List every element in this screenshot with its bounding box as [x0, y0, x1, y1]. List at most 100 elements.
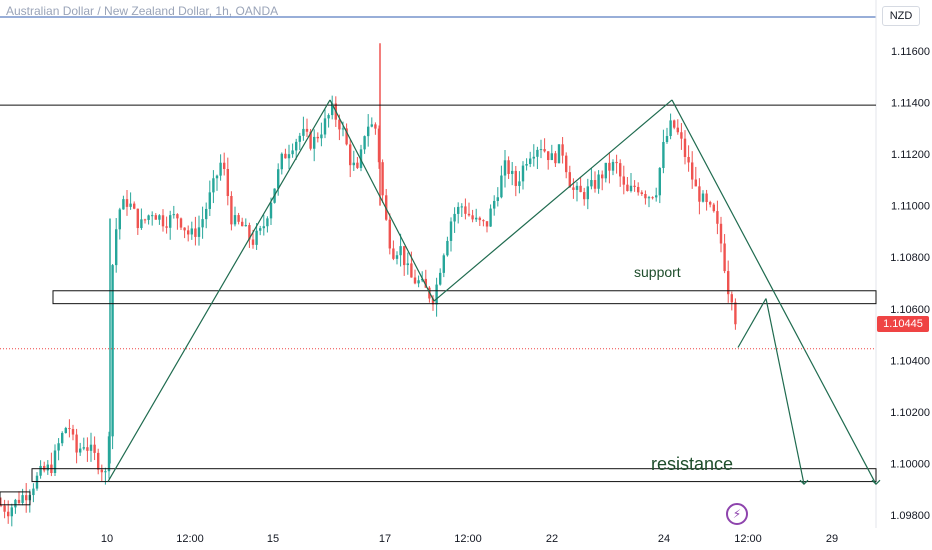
candle-body: [604, 162, 607, 179]
candle-body: [7, 511, 10, 517]
candle-body: [482, 220, 485, 222]
candle-body: [597, 174, 600, 189]
lightning-icon[interactable]: ⚡: [726, 503, 748, 525]
candle-body: [241, 221, 244, 227]
candle-body: [287, 154, 291, 159]
candle-body: [536, 149, 539, 157]
candle-body: [248, 225, 251, 240]
candle-body: [86, 447, 89, 451]
candle-body: [64, 428, 67, 433]
candle-body: [586, 186, 589, 200]
candle-body: [410, 263, 413, 278]
candle-body: [147, 215, 150, 220]
candle-body: [615, 161, 618, 164]
candle-body: [514, 170, 517, 186]
candle-body: [82, 447, 85, 449]
price-tick-label: 1.09800: [890, 510, 930, 522]
candle-body: [133, 203, 136, 209]
price-tick-label: 1.11600: [891, 46, 930, 58]
candle-body: [507, 160, 510, 174]
candle-body: [431, 298, 435, 305]
price-axis[interactable]: 1.11600 1.11400 1.11200 1.11000 1.10800 1.106…: [890, 46, 930, 522]
candle-body: [691, 162, 694, 180]
time-axis[interactable]: 10 12:00 15 17 12:00 22 24 12:00 29: [101, 533, 838, 545]
candle-body: [309, 131, 312, 149]
candle-body: [622, 176, 625, 185]
candle-body: [611, 161, 615, 171]
candle-body: [352, 162, 355, 166]
time-tick-label: 12:00: [734, 533, 762, 545]
candle-body: [255, 230, 258, 245]
time-tick-label: 24: [658, 533, 670, 545]
candle-body: [154, 215, 157, 220]
candle-body: [140, 219, 143, 229]
candle-body: [673, 120, 676, 128]
candle-body: [662, 141, 665, 168]
candle-body: [17, 499, 21, 503]
candle-body: [500, 175, 503, 198]
price-tick-label: 1.10400: [890, 355, 930, 367]
currency-button[interactable]: NZD: [882, 6, 920, 26]
candle-body: [215, 175, 219, 179]
candle-body: [25, 495, 28, 501]
candle-body: [572, 187, 575, 190]
candle-body: [151, 215, 154, 217]
candle-body: [658, 167, 661, 196]
candle-body: [201, 219, 204, 228]
support-label: support: [634, 264, 681, 280]
candle-body: [183, 227, 186, 231]
candle-body: [111, 265, 114, 437]
candle-body: [21, 495, 24, 503]
candle-body: [107, 436, 111, 472]
candle-body: [187, 230, 190, 235]
candle-body: [71, 429, 75, 435]
candle-body: [97, 452, 100, 470]
candle-body: [327, 115, 330, 119]
candle-body: [179, 218, 183, 228]
candle-body: [302, 128, 305, 136]
candle-body: [601, 174, 604, 179]
trend-line: [329, 99, 435, 302]
candle-body: [61, 432, 64, 444]
candles-layer: [0, 43, 737, 527]
candle-body: [525, 164, 528, 166]
candle-body: [89, 444, 93, 451]
candle-body: [377, 128, 381, 163]
candle-body: [237, 215, 240, 222]
candle-body: [46, 464, 49, 471]
candle-body: [0, 504, 3, 506]
candle-body: [122, 199, 125, 210]
candle-body: [698, 186, 701, 202]
candle-body: [331, 103, 334, 116]
candle-body: [395, 255, 399, 259]
candle-body: [449, 221, 453, 241]
trend-line: [107, 99, 331, 482]
candle-body: [161, 215, 165, 227]
candle-body: [345, 128, 348, 145]
candle-body: [478, 217, 481, 221]
price-tick-label: 1.11400: [891, 98, 930, 110]
candle-body: [172, 214, 175, 216]
candle-body: [561, 144, 564, 156]
candle-body: [406, 263, 409, 266]
candle-body: [14, 499, 17, 508]
price-tick-label: 1.10600: [890, 304, 930, 316]
symbol-title[interactable]: Australian Dollar / New Zealand Dollar, …: [6, 4, 279, 18]
candle-body: [651, 197, 654, 199]
candle-body: [413, 277, 417, 284]
candle-body: [709, 202, 712, 205]
candle-body: [374, 124, 377, 129]
candle-body: [557, 144, 561, 164]
candle-body: [489, 208, 492, 227]
candle-body: [251, 239, 255, 245]
candle-body: [719, 223, 723, 244]
candle-body: [266, 218, 269, 227]
candle-body: [626, 184, 629, 192]
candle-body: [460, 206, 463, 208]
candle-body: [554, 153, 557, 164]
candle-body: [687, 156, 690, 163]
candle-body: [579, 185, 582, 193]
candle-body: [727, 271, 730, 295]
candle-body: [619, 163, 622, 177]
